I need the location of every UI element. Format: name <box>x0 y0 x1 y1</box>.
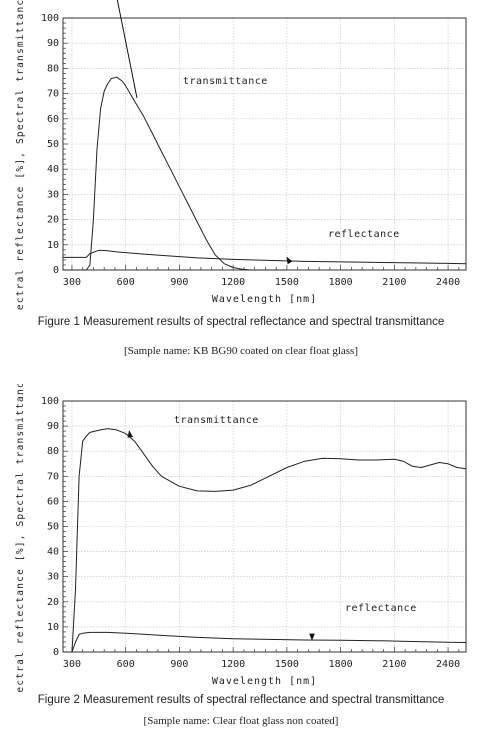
fig1-y-tick-label: 0 <box>53 265 59 276</box>
fig1-x-tick-label: 2400 <box>436 277 460 288</box>
fig2-y-tick-label: 80 <box>47 446 59 457</box>
fig1-x-tick-label: 2100 <box>382 277 406 288</box>
fig2-y-tick-label: 70 <box>47 471 59 482</box>
fig1-x-tick-label: 1200 <box>221 277 245 288</box>
fig2-x-tick-label: 900 <box>170 659 188 670</box>
fig2-x-tick-label: 1200 <box>221 659 245 670</box>
fig1-x-tick-label: 900 <box>170 277 188 288</box>
fig1-y-axis-label: Spectral reflectance [%], Spectral trans… <box>15 0 26 310</box>
fig1-x-tick-label: 600 <box>117 277 135 288</box>
fig2-x-tick-label: 600 <box>117 659 135 670</box>
fig2-x-axis-label: Wavelength [nm] <box>212 676 317 687</box>
fig2-y-tick-label: 50 <box>47 522 59 533</box>
fig1-x-tick-label: 1800 <box>329 277 353 288</box>
fig1-x-tick-label: 1500 <box>275 277 299 288</box>
fig1-series-reflectance-line <box>63 249 467 265</box>
fig1-y-tick-label: 80 <box>47 63 59 74</box>
fig1-y-tick-label: 60 <box>47 114 59 125</box>
fig2-x-tick-label: 1800 <box>329 659 353 670</box>
fig1-x-axis-label: Wavelength [nm] <box>212 294 317 305</box>
fig2-series-transmittance-line <box>63 428 467 653</box>
figure-1-sample-name: [Sample name: KB BG90 coated on clear fl… <box>124 345 358 357</box>
figure-2-sample-name: [Sample name: Clear float glass non coat… <box>143 715 339 727</box>
fig2-y-tick-label: 10 <box>47 622 59 633</box>
fig1-y-tick-label: 30 <box>47 189 59 200</box>
fig2-y-tick-label: 100 <box>41 396 59 407</box>
fig1-y-tick-label: 100 <box>41 13 59 24</box>
fig1-y-tick-label: 40 <box>47 164 59 175</box>
figure-2-chart: 0 10 20 30 40 50 60 70 80 90 100 300 600 900 1200 1500 1… <box>15 384 467 692</box>
fig2-y-tick-label: 40 <box>47 547 59 558</box>
fig2-annotation-arrow-transmittance <box>127 430 133 438</box>
fig1-y-tick-label: 10 <box>47 240 59 251</box>
fig2-annotation-transmittance: transmittance <box>174 415 259 426</box>
fig1-x-tick-label: 300 <box>63 277 81 288</box>
figure-1-chart: 0 10 20 30 40 50 60 70 80 90 100 300 600 900 1200 1500 1… <box>15 0 467 310</box>
fig1-y-tick-label: 50 <box>47 139 59 150</box>
fig1-series-transmittance-line <box>63 76 287 271</box>
fig1-annotation-reflectance: reflectance <box>328 229 400 240</box>
figure-2-caption: Figure 2 Measurement results of spectral… <box>37 694 445 706</box>
fig1-y-tick-label: 20 <box>47 215 59 226</box>
fig2-y-tick-label: 60 <box>47 496 59 507</box>
fig2-x-tick-label: 1500 <box>275 659 299 670</box>
fig1-annotation-transmittance: transmittance <box>183 76 268 87</box>
fig2-y-tick-label: 90 <box>47 421 59 432</box>
fig1-annotation-arrow-transmittance <box>116 0 138 99</box>
fig2-y-tick-label: 0 <box>53 647 59 658</box>
fig2-y-tick-label: 20 <box>47 597 59 608</box>
fig2-series-reflectance-line <box>63 631 467 653</box>
fig1-annotation-arrow-reflectance <box>286 256 293 265</box>
fig2-y-tick-label: 30 <box>47 572 59 583</box>
fig2-y-axis-label: Spectral reflectance [%], Spectral trans… <box>15 384 26 692</box>
fig1-y-tick-label: 70 <box>47 89 59 100</box>
fig2-x-tick-label: 2400 <box>436 659 460 670</box>
figure-1-caption: Figure 1 Measurement results of spectral… <box>37 316 445 328</box>
fig2-annotation-reflectance: reflectance <box>345 603 417 614</box>
fig1-y-tick-label: 90 <box>47 38 59 49</box>
fig2-x-tick-label: 300 <box>63 659 81 670</box>
fig2-x-tick-label: 2100 <box>382 659 406 670</box>
